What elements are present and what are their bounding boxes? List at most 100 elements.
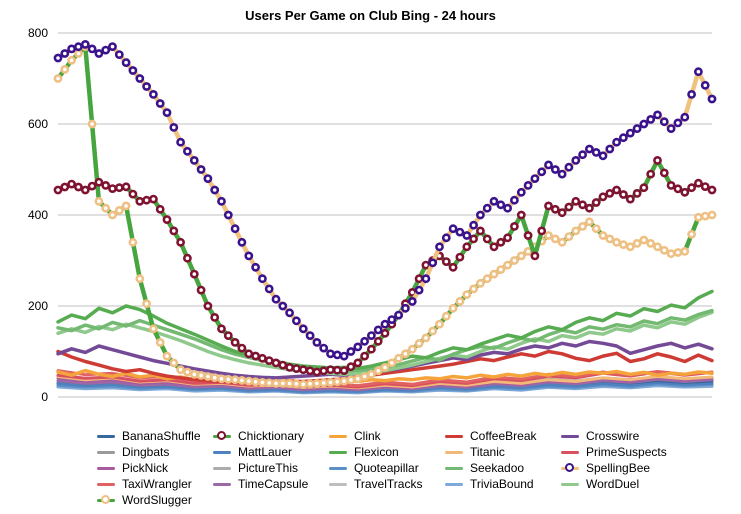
- ring-marker-icon: [421, 274, 431, 284]
- y-tick-label: 800: [28, 26, 48, 40]
- ring-marker-icon: [121, 58, 131, 67]
- legend-label: TimeCapsule: [238, 477, 309, 491]
- ring-marker-icon: [448, 224, 458, 234]
- legend-item-SpellingBee: SpellingBee: [561, 460, 677, 476]
- ring-marker-icon: [60, 182, 70, 192]
- ring-marker-icon: [291, 364, 301, 373]
- series-line-Flexicon: [56, 289, 714, 371]
- ring-marker-icon: [142, 299, 151, 309]
- legend-line-swatch-icon: [329, 463, 347, 473]
- ring-marker-icon: [257, 353, 267, 363]
- legend-item-Titanic: Titanic: [445, 444, 561, 460]
- ring-marker-icon: [87, 181, 97, 191]
- ring-marker-icon: [578, 221, 587, 231]
- ring-marker-icon: [128, 66, 138, 75]
- ring-marker-icon: [176, 237, 185, 247]
- legend-item-PrimeSuspects: PrimeSuspects: [561, 444, 677, 460]
- ring-marker-icon: [530, 174, 540, 183]
- legend-ring-swatch-icon: [561, 463, 579, 473]
- ring-marker-icon: [475, 210, 485, 220]
- legend-item-Flexicon: Flexicon: [329, 444, 445, 460]
- ring-marker-icon: [366, 331, 376, 340]
- ring-marker-icon: [469, 220, 478, 230]
- ring-marker-icon: [687, 90, 696, 99]
- ring-marker-icon: [469, 234, 478, 244]
- legend-ring-swatch-icon: [97, 495, 115, 505]
- ring-marker-icon: [625, 128, 635, 138]
- legend-label: SpellingBee: [586, 461, 651, 475]
- ring-marker-icon: [169, 358, 179, 368]
- ring-marker-icon: [503, 203, 512, 213]
- legend-item-PickNick: PickNick: [97, 460, 213, 476]
- ring-marker-icon: [605, 234, 615, 244]
- ring-marker-icon: [366, 369, 376, 379]
- ring-marker-icon: [135, 196, 145, 206]
- ring-marker-icon: [585, 203, 594, 213]
- ring-marker-icon: [319, 343, 329, 353]
- legend-item-Seekadoo: Seekadoo: [445, 460, 561, 476]
- ring-marker-icon: [441, 311, 451, 321]
- ring-marker-icon: [53, 74, 63, 83]
- legend-item-BananaShuffle: BananaShuffle: [97, 428, 213, 444]
- ring-marker-icon: [578, 200, 587, 210]
- ring-marker-icon: [482, 274, 492, 284]
- ring-marker-icon: [223, 331, 233, 340]
- ring-marker-icon: [639, 235, 649, 245]
- ring-marker-icon: [591, 224, 601, 233]
- ring-marker-icon: [394, 353, 403, 363]
- ring-marker-icon: [646, 169, 656, 179]
- ring-marker-icon: [291, 379, 301, 389]
- ring-marker-icon: [360, 351, 369, 361]
- ring-marker-icon: [278, 301, 288, 311]
- legend-item-TimeCapsule: TimeCapsule: [213, 476, 329, 492]
- legend-label: PickNick: [122, 461, 169, 475]
- ring-marker-icon: [74, 49, 83, 58]
- ring-marker-icon: [544, 231, 553, 240]
- legend-line-swatch-icon: [445, 479, 463, 489]
- ring-marker-icon: [400, 349, 410, 359]
- ring-marker-icon: [196, 370, 206, 380]
- ring-marker-icon: [332, 377, 342, 387]
- ring-marker-icon: [203, 301, 213, 311]
- ring-marker-icon: [114, 205, 124, 215]
- ring-marker-icon: [700, 80, 710, 90]
- ring-marker-icon: [94, 49, 104, 58]
- ring-marker-icon: [121, 201, 131, 211]
- ring-marker-icon: [605, 144, 615, 154]
- legend-line-swatch-icon: [561, 447, 579, 457]
- ring-marker-icon: [142, 82, 151, 91]
- ring-marker-icon: [135, 274, 145, 284]
- ring-marker-icon: [530, 251, 540, 261]
- ring-marker-icon: [87, 44, 97, 54]
- series-line-Clink: [56, 368, 714, 385]
- legend-label: WordSlugger: [122, 493, 192, 507]
- ring-marker-icon: [326, 365, 335, 375]
- ring-marker-icon: [612, 237, 621, 247]
- ring-marker-icon: [60, 65, 70, 74]
- ring-marker-icon: [462, 290, 472, 299]
- legend-label: Crosswire: [586, 429, 640, 443]
- ring-marker-icon: [694, 178, 703, 188]
- ring-marker-icon: [680, 112, 690, 122]
- ring-marker-icon: [217, 324, 226, 334]
- legend-item-CoffeeBreak: CoffeeBreak: [445, 428, 561, 444]
- ring-marker-icon: [653, 155, 662, 165]
- ring-marker-icon: [557, 208, 567, 218]
- ring-marker-icon: [373, 366, 383, 376]
- ring-marker-icon: [155, 99, 165, 108]
- legend-label: WordDuel: [586, 477, 640, 491]
- ring-marker-icon: [189, 269, 199, 279]
- ring-marker-icon: [503, 233, 512, 243]
- legend-line-swatch-icon: [445, 431, 463, 441]
- ring-marker-icon: [291, 316, 301, 326]
- ring-marker-icon: [428, 326, 438, 336]
- y-tick-label: 600: [28, 117, 48, 131]
- series-line-CoffeeBreak: [56, 349, 714, 385]
- series-markers-Chicktionary: [53, 155, 717, 377]
- ring-marker-icon: [360, 336, 369, 346]
- ring-marker-icon: [346, 362, 356, 372]
- legend-label: BananaShuffle: [122, 429, 201, 443]
- ring-marker-icon: [632, 188, 642, 198]
- legend-item-Crosswire: Crosswire: [561, 428, 677, 444]
- ring-marker-icon: [639, 119, 649, 129]
